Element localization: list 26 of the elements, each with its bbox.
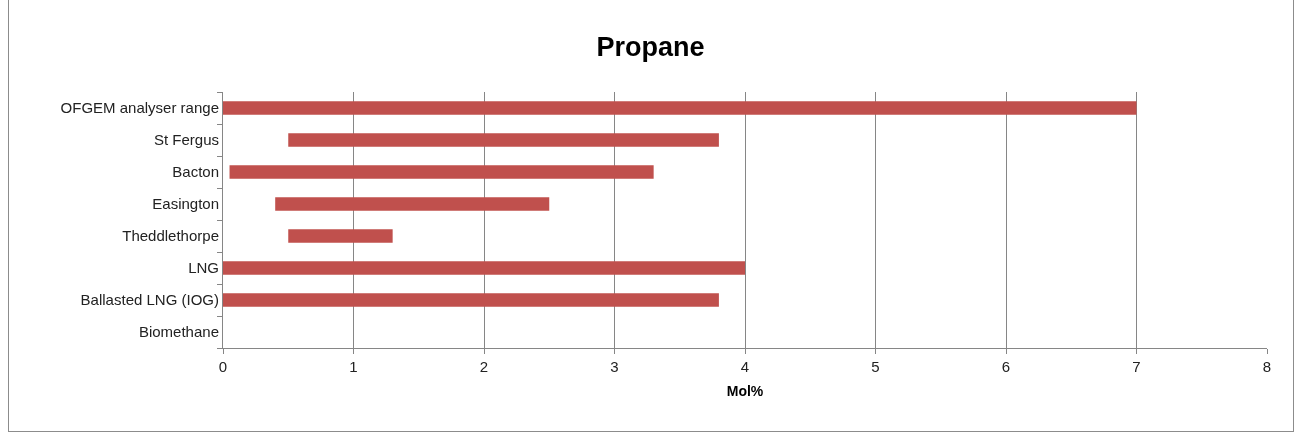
y-tick-label: LNG <box>188 259 219 277</box>
bar <box>288 229 393 243</box>
y-tick-label: Biomethane <box>138 323 219 341</box>
y-tick-label: St Fergus <box>153 131 219 149</box>
x-tick-label: 3 <box>610 358 619 375</box>
x-tick-label: 0 <box>218 358 228 375</box>
y-tick-label: Ballasted LNG (IOG) <box>80 291 219 309</box>
bar <box>229 165 654 179</box>
bar <box>223 261 745 275</box>
bar <box>223 293 719 307</box>
bar <box>223 101 1137 115</box>
x-tick-label: 5 <box>871 358 880 375</box>
x-tick-label: 1 <box>349 358 358 375</box>
y-tick-label: Theddlethorpe <box>122 227 219 245</box>
x-tick-label: 6 <box>1001 358 1011 375</box>
chart-title: Propane <box>596 32 705 63</box>
bar <box>275 197 550 211</box>
y-tick-label: OFGEM analyser range <box>60 99 219 117</box>
x-tick-label: 2 <box>479 358 489 375</box>
bar <box>288 133 719 147</box>
x-tick-label: 8 <box>1262 358 1272 375</box>
x-tick-label: 4 <box>740 358 750 375</box>
y-tick-label: Bacton <box>172 163 219 181</box>
y-tick-label: Easington <box>152 195 219 213</box>
x-axis-title: Mol% <box>726 383 764 400</box>
x-tick-label: 7 <box>1132 358 1141 375</box>
